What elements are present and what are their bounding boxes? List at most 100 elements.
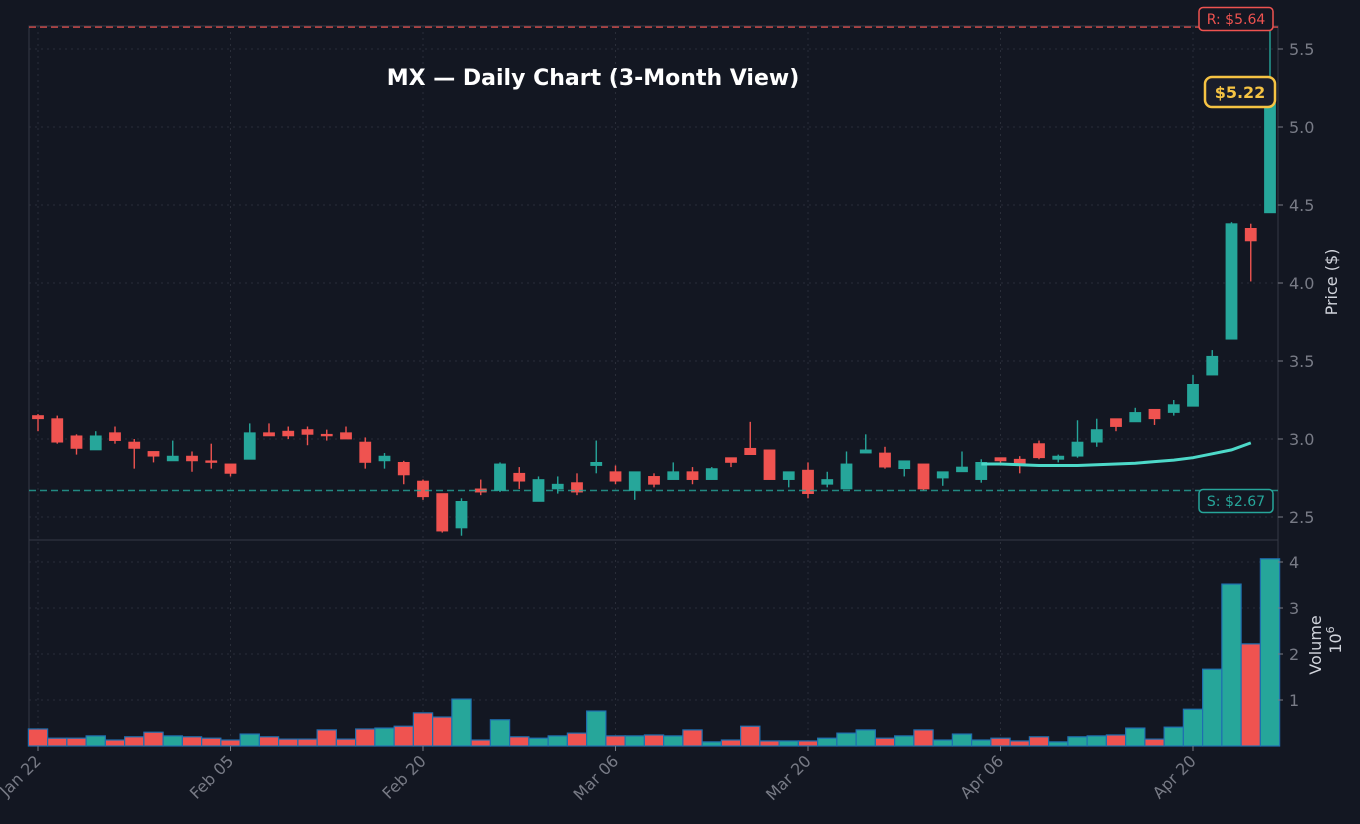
volume-bar bbox=[1144, 738, 1165, 747]
candle bbox=[166, 440, 179, 462]
volume-bar bbox=[143, 731, 164, 747]
price-axis-title: Price ($) bbox=[1322, 249, 1341, 316]
volume-tick-label: 2 bbox=[1289, 645, 1299, 664]
candle-body bbox=[340, 432, 352, 440]
candle-body bbox=[494, 463, 506, 491]
candle bbox=[224, 463, 237, 477]
candle-body bbox=[1033, 443, 1045, 459]
candle-body bbox=[51, 418, 64, 443]
candle-body bbox=[263, 432, 275, 437]
candle bbox=[532, 476, 545, 502]
volume-bar bbox=[1163, 726, 1184, 747]
candle bbox=[571, 473, 583, 496]
volume-bar bbox=[778, 740, 799, 747]
current-price-badge-label: $5.22 bbox=[1215, 83, 1266, 102]
volume-bar bbox=[355, 728, 376, 747]
volume-bar bbox=[759, 740, 780, 747]
candle bbox=[1148, 408, 1161, 425]
candle-body bbox=[89, 435, 102, 451]
candle-body bbox=[1148, 408, 1161, 420]
candle bbox=[1129, 407, 1142, 423]
volume-axis-title: Volume bbox=[1306, 615, 1325, 675]
candle-body bbox=[417, 480, 429, 498]
candle bbox=[1110, 418, 1122, 432]
candle-body bbox=[975, 461, 988, 480]
candle-body bbox=[301, 429, 314, 435]
price-tick-label: 5.5 bbox=[1289, 40, 1314, 59]
candle-body bbox=[609, 471, 622, 482]
candle-body bbox=[243, 432, 256, 460]
candle bbox=[494, 462, 506, 493]
date-tick-label: Jan 22 bbox=[0, 751, 45, 801]
candle-body bbox=[821, 479, 834, 485]
candle-body bbox=[898, 460, 911, 470]
candle bbox=[1244, 223, 1257, 282]
candle bbox=[686, 467, 699, 485]
candle bbox=[956, 451, 968, 473]
candle bbox=[320, 429, 333, 441]
candle-body bbox=[1071, 441, 1084, 457]
candle bbox=[821, 471, 834, 488]
volume-bar bbox=[932, 739, 953, 747]
volume-bar bbox=[1240, 643, 1261, 747]
volume-bar bbox=[720, 739, 742, 747]
volume-bar bbox=[1067, 736, 1088, 747]
date-tick-label: Mar 06 bbox=[570, 751, 623, 804]
volume-bar bbox=[297, 738, 318, 747]
candle bbox=[1167, 400, 1180, 416]
volume-bar bbox=[1125, 727, 1146, 747]
candle bbox=[147, 451, 160, 463]
volume-scale-label: 106 bbox=[1324, 626, 1345, 653]
candle-body bbox=[994, 457, 1007, 462]
volume-bar bbox=[566, 732, 588, 747]
price-axis: 2.5 3.0 3.5 4.0 4.5 5.0 5.5 bbox=[1278, 40, 1314, 527]
volume-bar bbox=[278, 738, 299, 747]
candle bbox=[340, 426, 352, 440]
volume-bar bbox=[624, 735, 645, 747]
volume-bar bbox=[316, 729, 337, 747]
candle-body bbox=[436, 493, 449, 532]
volume-bar bbox=[740, 725, 761, 747]
volume-bar bbox=[990, 737, 1011, 747]
plot-frame bbox=[28, 25, 1279, 747]
candle bbox=[609, 465, 622, 485]
candle bbox=[898, 460, 911, 477]
candle bbox=[1187, 375, 1199, 407]
candle-body bbox=[1110, 418, 1122, 427]
volume-bar bbox=[489, 719, 511, 747]
candle-body bbox=[282, 430, 295, 437]
candle-body bbox=[705, 468, 718, 480]
volume-bar bbox=[1048, 741, 1069, 747]
candle bbox=[32, 414, 44, 432]
volume-bar bbox=[85, 735, 106, 747]
grid-lines bbox=[29, 26, 1278, 746]
price-tick-label: 4.5 bbox=[1289, 196, 1314, 215]
volume-bar bbox=[1086, 735, 1107, 747]
candle bbox=[802, 462, 814, 499]
candle bbox=[455, 498, 468, 536]
volume-bar bbox=[1221, 583, 1242, 747]
price-tick-label: 3.5 bbox=[1289, 352, 1314, 371]
candle bbox=[205, 443, 218, 469]
volume-bar bbox=[181, 736, 203, 747]
volume-tick-label: 1 bbox=[1289, 691, 1299, 710]
candle-body bbox=[859, 449, 872, 454]
volume-bar bbox=[412, 712, 434, 747]
volume-bar bbox=[432, 716, 453, 747]
candle-body bbox=[1090, 429, 1103, 443]
resistance-badge-label: R: $5.64 bbox=[1207, 12, 1266, 28]
support-badge: S: $2.67 bbox=[1198, 488, 1274, 514]
volume-bar bbox=[509, 736, 530, 747]
candle-body bbox=[1264, 103, 1276, 214]
candle-body bbox=[648, 476, 660, 485]
volume-bar bbox=[547, 735, 568, 747]
volume-bar bbox=[894, 735, 915, 747]
volume-bar bbox=[701, 741, 722, 747]
candle-body bbox=[224, 463, 237, 474]
volume-bar bbox=[1182, 708, 1204, 747]
candle bbox=[474, 479, 487, 496]
candle-body bbox=[70, 435, 83, 449]
candle-body bbox=[513, 472, 526, 482]
price-tick-label: 3.0 bbox=[1289, 430, 1314, 449]
